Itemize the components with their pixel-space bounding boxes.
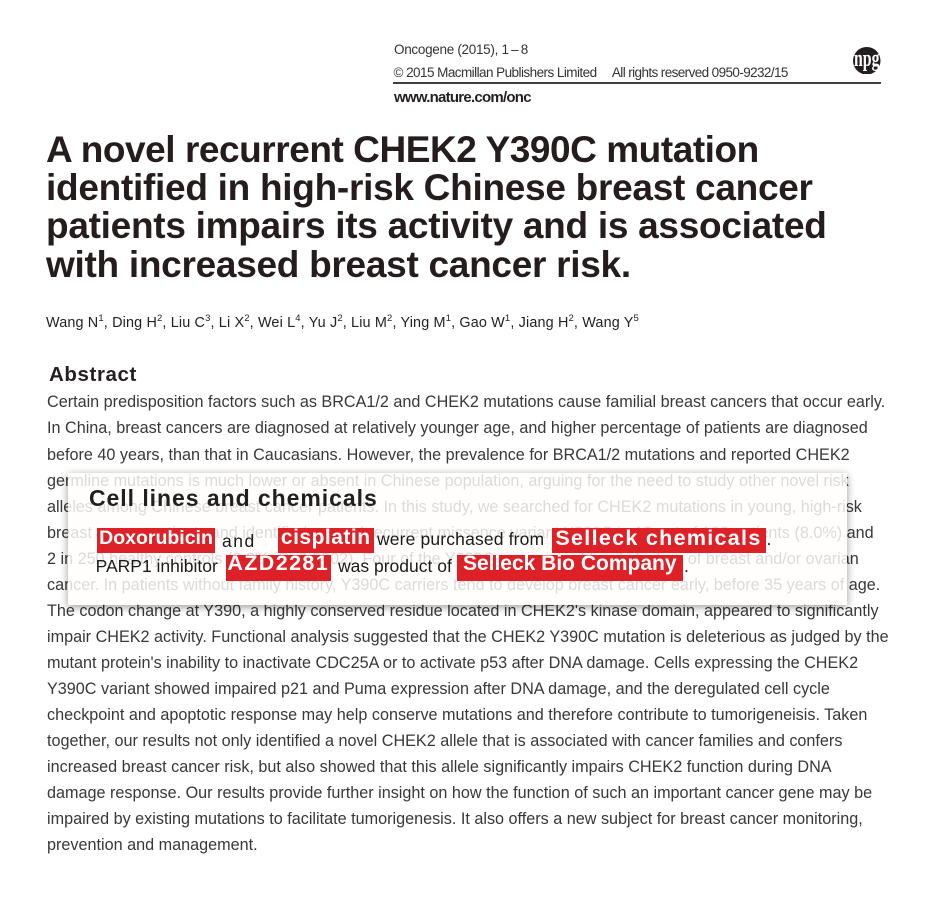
svg-text:npg: npg	[854, 47, 880, 72]
